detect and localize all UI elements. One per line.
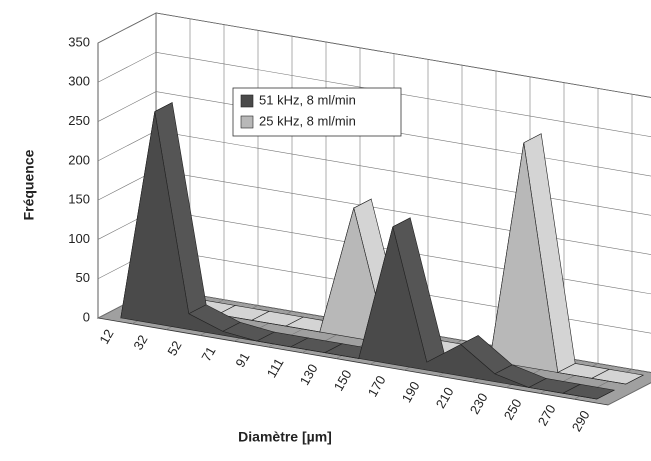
x-axis-title: Diamètre [µm]	[238, 429, 332, 445]
legend-label: 25 kHz, 8 ml/min	[259, 113, 356, 128]
y-tick-label: 350	[68, 34, 90, 49]
x-tick-label: 91	[232, 350, 252, 370]
grid-line	[97, 12, 651, 98]
legend-swatch	[240, 94, 254, 108]
y-tick-label: 150	[68, 192, 90, 207]
x-tick-label: 210	[433, 385, 457, 411]
y-tick-label: 0	[83, 309, 90, 324]
x-tick-label: 12	[96, 327, 116, 347]
x-tick-label: 150	[331, 367, 355, 393]
y-tick-label: 300	[68, 74, 90, 89]
legend-box	[232, 87, 402, 137]
x-tick-label: 250	[501, 396, 525, 422]
x-tick-label: 71	[198, 344, 218, 364]
area-end	[596, 389, 615, 400]
area-end	[625, 374, 644, 385]
x-tick-label: 130	[297, 361, 321, 387]
area	[120, 111, 597, 400]
y-axis-title: Fréquence	[21, 149, 37, 220]
x-tick-label: 290	[569, 408, 593, 434]
y-tick-label: 250	[68, 113, 90, 128]
x-tick-label: 52	[164, 338, 184, 358]
y-tick-label: 100	[68, 231, 90, 246]
category-grid	[607, 382, 651, 406]
x-tick-label: 270	[535, 402, 559, 428]
x-tick-label: 190	[399, 379, 423, 405]
grid-line	[97, 91, 651, 177]
x-tick-label: 111	[264, 356, 287, 381]
y-tick-label: 50	[76, 270, 90, 285]
y-tick-label: 200	[68, 152, 90, 167]
x-tick-label: 32	[130, 332, 150, 352]
x-tick-label: 170	[365, 373, 389, 399]
x-tick-label: 230	[467, 390, 491, 416]
legend-label: 51 kHz, 8 ml/min	[259, 92, 356, 107]
legend-swatch	[240, 115, 254, 129]
grid-line	[97, 51, 651, 138]
